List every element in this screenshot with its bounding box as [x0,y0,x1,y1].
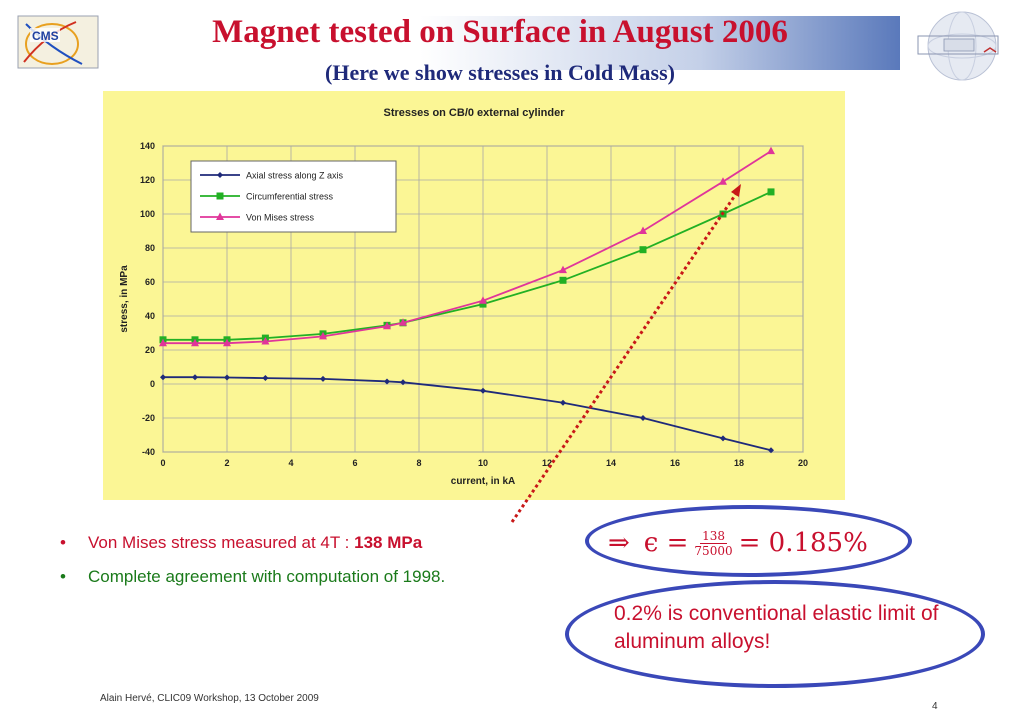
formula-denominator: 75000 [694,543,733,558]
globe-logo [917,11,999,81]
note-ellipse [565,580,985,688]
formula-result: = 0.185% [738,528,868,558]
footer-author: Alain Hervé, CLIC09 Workshop, 13 October… [100,693,319,704]
bullet-dot: • [60,567,66,586]
strain-formula: ⇒ ϵ = 138 75000 = 0.185% [608,518,908,568]
implies-arrow: ⇒ [608,528,630,558]
formula-ellipse [585,505,912,577]
slide-title: Magnet tested on Surface in August 2006 [212,14,788,50]
bullet-text: Von Mises stress measured at 4T : [88,533,355,552]
bullet-agreement: • Complete agreement with computation of … [60,560,600,594]
cms-logo: CMS [17,15,99,69]
formula-fraction: 138 75000 [694,529,732,558]
bullet-list: • Von Mises stress measured at 4T : 138 M… [60,526,600,594]
formula-lhs: ϵ = [643,528,689,558]
formula-numerator: 138 [700,528,727,544]
page-number: 4 [932,701,938,712]
elastic-limit-note: 0.2% is conventional elastic limit of al… [614,602,939,653]
slide-subtitle: (Here we show stresses in Cold Mass) [325,60,675,85]
bullet-text: Complete agreement with computation of 1… [88,567,446,586]
svg-text:CMS: CMS [32,29,59,43]
title-bar-gradient [100,16,900,70]
bullet-value: 138 MPa [354,533,423,552]
chart-background [103,91,845,500]
bullet-dot: • [60,533,66,552]
bullet-von-mises: • Von Mises stress measured at 4T : 138 M… [60,526,600,560]
